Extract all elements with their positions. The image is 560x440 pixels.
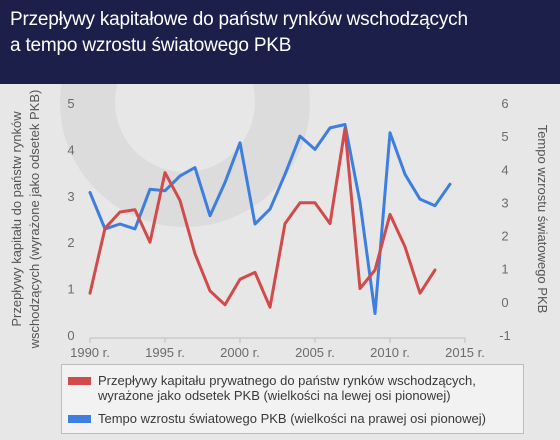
capital-flows-line-point-1997 [193,252,197,255]
capital-flows-line [88,127,437,309]
capital-flows-line-point-1993 [133,208,137,211]
capital-flows-line-point-1990 [88,292,92,295]
world-gdp-line-point-2000 [238,141,242,144]
left-axis-tick-4: 4 [67,142,74,157]
world-gdp-line-point-1998 [208,214,212,217]
chart-header: Przepływy kapitałowe do państw rynków ws… [0,0,560,84]
capital-flows-line-point-1991 [103,227,107,230]
world-gdp-line-point-1996 [178,174,182,178]
capital-flows-line-point-2010 [388,213,392,216]
x-axis-tick-2005: 2005 r. [295,345,335,360]
world-gdp-line-point-2002 [268,207,272,211]
world-gdp-line-point-1995 [163,189,167,193]
world-gdp-line-point-2004 [298,134,302,138]
right-axis-tick-3: 3 [501,195,508,210]
x-axis-tick-2015: 2015 r. [445,345,485,360]
capital-flows-line-point-1995 [163,171,167,174]
capital-flows-line-point-2006 [328,222,332,225]
chart-title-line-1: Przepływy kapitałowe do państw rynków ws… [10,9,468,30]
capital-flows-line-point-2004 [298,201,302,204]
right-axis-label: Tempo wzrostu światowego PKB [535,125,550,314]
capital-flows-line-point-1992 [118,210,122,214]
world-gdp-line-point-2006 [328,126,332,130]
capital-flows-line-point-2013 [433,268,437,272]
legend-label-world-gdp: Tempo wzrostu światowego PKB (wielkości … [98,411,487,426]
capital-flows-line-point-2007 [343,127,347,130]
legend-label-capital-flows: Przepływy kapitału prywatnego do państw … [98,373,476,403]
capital-flows-line-point-2002 [268,305,272,309]
world-gdp-line-point-2005 [313,148,317,151]
chart-series [88,123,452,315]
right-axis-tick-1: 1 [501,262,508,277]
world-gdp-line-point-1994 [148,187,152,191]
capital-flows-line-point-1996 [178,199,182,202]
capital-flows-line-point-2012 [418,292,422,295]
world-gdp-line-point-2008 [358,201,362,204]
capital-flows-line-point-1998 [208,289,212,293]
capital-flows-line-point-1999 [223,303,227,307]
left-axis-tick-2: 2 [67,235,74,250]
right-axis-tick--1: -1 [499,328,511,343]
background-watermark-hole [115,84,255,172]
world-gdp-line-point-2009 [373,312,377,315]
world-gdp-line-point-1993 [133,227,137,231]
x-axis-tick-1995: 1995 r. [145,345,185,360]
world-gdp-line-point-1999 [223,181,227,184]
left-axis-label-line-1: Przepływy kapitału do państw rynków [9,111,24,327]
world-gdp-line-point-1992 [118,222,122,226]
left-axis-label-line-2: wschodzących (wyrażone jako odsetek PKB) [27,90,42,350]
capital-flows-line-point-2011 [403,245,407,249]
capital-flows-line-point-2008 [358,287,362,290]
capital-flows-line-point-2009 [373,268,377,272]
chart-legend: Przepływy kapitału prywatnego do państw … [61,364,524,434]
world-gdp-line-point-2010 [388,131,392,135]
x-axis-tick-1990: 1990 r. [70,345,110,360]
chart-title-line-2: a tempo wzrostu światowego PKB [10,35,292,56]
world-gdp-line-point-1990 [88,191,92,194]
left-axis-tick-0: 0 [67,328,74,343]
chart-axes: 0 1 2 3 4 5 -1 0 1 2 3 4 5 6 1990 r. 1995 r. 2000 r. 2005… [67,96,510,360]
world-gdp-line-point-2014 [448,183,452,186]
capital-flows-line-point-2001 [253,271,257,274]
right-axis-tick-6: 6 [501,96,508,111]
left-axis-tick-3: 3 [67,189,74,204]
legend-swatch-capital-flows [68,377,91,385]
world-gdp-line-point-2007 [343,123,347,126]
right-axis-tick-4: 4 [501,162,508,177]
x-axis-tick-2010: 2010 r. [370,345,410,360]
world-gdp-line-point-2013 [433,204,437,207]
world-gdp-line-point-2003 [283,173,287,176]
right-axis-tick-0: 0 [501,295,508,310]
capital-flows-line-point-2005 [313,201,317,204]
world-gdp-line-point-2001 [253,222,257,226]
right-axis-tick-5: 5 [501,129,508,144]
world-gdp-line-point-1997 [193,166,197,169]
left-axis-tick-5: 5 [67,96,74,111]
left-axis-tick-1: 1 [67,282,74,297]
x-axis-tick-2000: 2000 r. [220,345,260,360]
world-gdp-line-point-2011 [403,173,407,176]
capital-flows-line-point-2000 [238,278,242,281]
chart-plot: 0 1 2 3 4 5 -1 0 1 2 3 4 5 6 1990 r. 1995 r. 2000 r. 2005… [9,84,550,360]
legend-swatch-world-gdp [68,415,91,423]
right-axis-tick-2: 2 [501,229,508,244]
capital-flows-line-point-2003 [283,222,287,225]
capital-flows-line-point-1994 [148,241,152,244]
world-gdp-line-point-2012 [418,197,422,201]
